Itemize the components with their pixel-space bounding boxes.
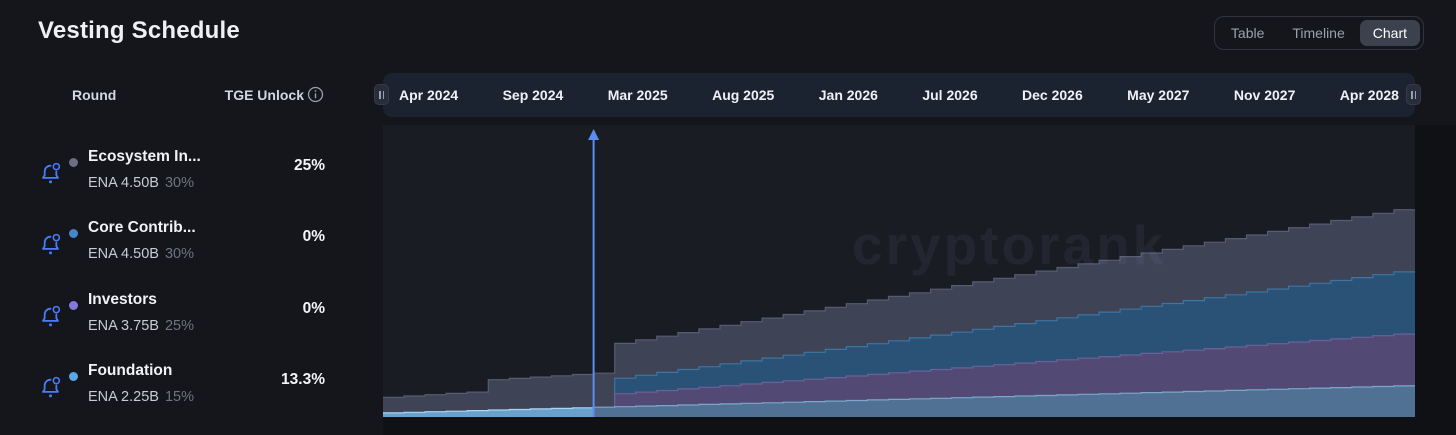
tge-unlock-value: 25% bbox=[293, 157, 325, 174]
area-foundation-future bbox=[383, 385, 1415, 417]
edge-foundation-future bbox=[593, 385, 1415, 408]
tab-chart[interactable]: Chart bbox=[1359, 20, 1420, 46]
axis-tick-label: Apr 2028 bbox=[1339, 87, 1399, 103]
stacked-area-chart bbox=[383, 129, 1415, 417]
axis-tick-label: Mar 2025 bbox=[607, 87, 668, 103]
tab-timeline[interactable]: Timeline bbox=[1279, 20, 1357, 46]
edge-core-contributors bbox=[593, 271, 1415, 408]
axis-tick-label: Nov 2027 bbox=[1233, 87, 1296, 103]
timeline-range-bar[interactable]: Apr 2024 Sep 2024 Mar 2025 Aug 2025 Jan … bbox=[383, 73, 1415, 117]
range-drag-handle-left[interactable] bbox=[374, 84, 389, 105]
bell-alert-icon[interactable] bbox=[38, 232, 63, 257]
axis-tick-label: Aug 2025 bbox=[712, 87, 775, 103]
series-color-dot bbox=[69, 229, 78, 238]
bell-alert-icon[interactable] bbox=[38, 161, 63, 186]
supply-percent: 30% bbox=[164, 246, 194, 262]
edge-foundation-past bbox=[383, 407, 594, 414]
supply-percent: 15% bbox=[164, 389, 194, 405]
table-row-core-contributors[interactable]: Core Contrib... ENA 4.50B 30% 0% bbox=[38, 219, 328, 282]
vesting-chart-plot[interactable] bbox=[383, 125, 1415, 417]
axis-tick-label: Jul 2026 bbox=[922, 87, 978, 103]
round-column-header: Round bbox=[72, 87, 117, 103]
series-color-dot bbox=[69, 372, 78, 381]
round-amount: ENA 4.50B 30% bbox=[88, 246, 194, 262]
tab-table[interactable]: Table bbox=[1218, 20, 1277, 46]
info-icon[interactable] bbox=[307, 86, 324, 103]
supply-percent: 30% bbox=[164, 175, 194, 191]
bell-alert-icon[interactable] bbox=[38, 375, 63, 400]
area-foundation-past bbox=[383, 407, 594, 417]
edge-ecosystem-incentives bbox=[383, 209, 1415, 398]
tge-unlock-value: 13.3% bbox=[281, 371, 325, 388]
series-color-dot bbox=[69, 301, 78, 310]
round-amount: ENA 2.25B 15% bbox=[88, 389, 194, 405]
page-title: Vesting Schedule bbox=[38, 17, 240, 44]
round-name: Ecosystem In... bbox=[88, 148, 201, 165]
table-row-foundation[interactable]: Foundation ENA 2.25B 15% 13.3% bbox=[38, 362, 328, 425]
chart-area: cryptorank bbox=[383, 125, 1456, 435]
table-row-investors[interactable]: Investors ENA 3.75B 25% 0% bbox=[38, 291, 328, 354]
axis-tick-label: Jan 2026 bbox=[818, 87, 878, 103]
round-amount: ENA 4.50B 30% bbox=[88, 175, 194, 191]
supply-percent: 25% bbox=[164, 318, 194, 334]
series-color-dot bbox=[69, 158, 78, 167]
range-drag-handle-right[interactable] bbox=[1406, 84, 1421, 105]
tge-unlock-column-header: TGE Unlock bbox=[224, 87, 304, 103]
axis-tick-label: Sep 2024 bbox=[502, 87, 564, 103]
current-date-arrow-icon bbox=[588, 129, 600, 140]
tge-unlock-value: 0% bbox=[302, 228, 325, 245]
table-row-ecosystem[interactable]: Ecosystem In... ENA 4.50B 30% 25% bbox=[38, 148, 328, 211]
edge-investors bbox=[593, 333, 1415, 408]
axis-tick-label: Dec 2026 bbox=[1022, 87, 1083, 103]
view-switcher: Table Timeline Chart bbox=[1213, 16, 1424, 50]
round-name: Core Contrib... bbox=[88, 219, 196, 236]
tge-unlock-value: 0% bbox=[302, 300, 325, 317]
bell-alert-icon[interactable] bbox=[38, 304, 63, 329]
round-name: Investors bbox=[88, 291, 157, 308]
round-name: Foundation bbox=[88, 362, 173, 379]
axis-tick-label: May 2027 bbox=[1127, 87, 1190, 103]
axis-tick-label: Apr 2024 bbox=[399, 87, 459, 103]
round-amount: ENA 3.75B 25% bbox=[88, 318, 194, 334]
